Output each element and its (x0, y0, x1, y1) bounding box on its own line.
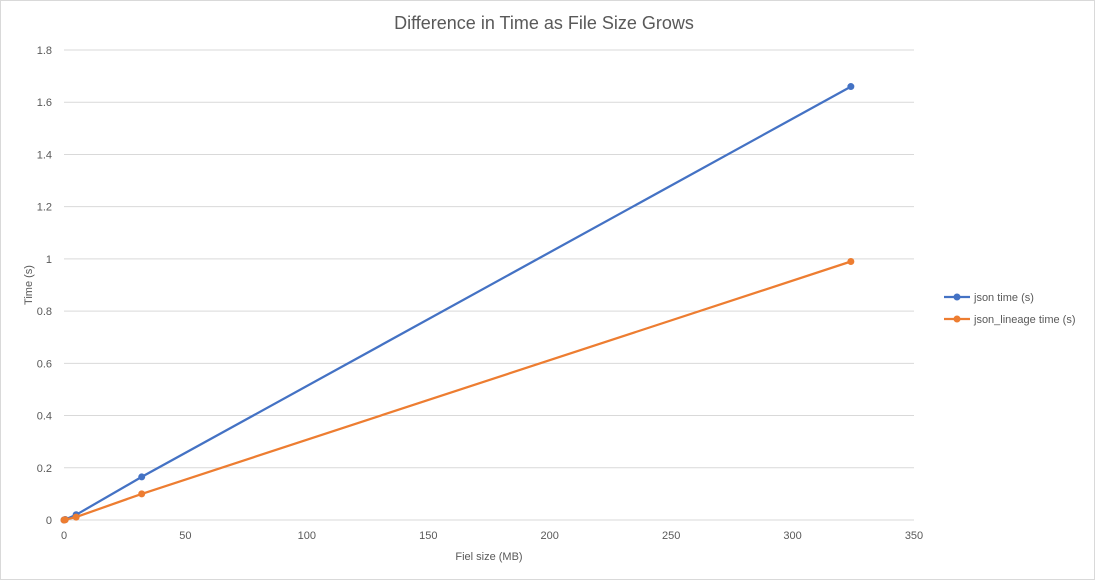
legend-item: json_lineage time (s) (944, 314, 1076, 326)
series-layer (60, 83, 855, 524)
y-tick-label: 0.8 (37, 306, 52, 318)
data-point (61, 516, 69, 524)
chart-title: Difference in Time as File Size Grows (394, 13, 694, 33)
y-axis-label: Time (s) (23, 265, 35, 305)
x-axis-label: Fiel size (MB) (455, 551, 522, 563)
legend-label: json time (s) (973, 292, 1034, 304)
y-tick-label: 0.6 (37, 358, 52, 370)
legend-item: json time (s) (944, 292, 1034, 304)
x-tick-label: 50 (179, 530, 191, 542)
x-axis-ticks: 0 50 100 150 200 250 300 350 (61, 530, 923, 542)
x-tick-label: 250 (662, 530, 680, 542)
series-line (63, 85, 852, 522)
data-point (138, 490, 146, 498)
legend-marker-icon (953, 293, 961, 301)
x-tick-label: 200 (541, 530, 559, 542)
x-tick-label: 300 (783, 530, 801, 542)
x-tick-label: 100 (298, 530, 316, 542)
data-point (847, 83, 855, 91)
y-tick-label: 0.4 (37, 411, 52, 423)
grid-lines (64, 49, 914, 469)
data-point (847, 258, 855, 265)
data-point (72, 513, 80, 521)
legend-marker-icon (953, 315, 961, 323)
series-line (63, 260, 852, 522)
x-tick-label: 0 (61, 530, 67, 542)
legend: json time (s) json_lineage time (s) (944, 292, 1076, 326)
y-tick-label: 1.4 (37, 149, 52, 161)
y-tick-label: 1 (46, 254, 52, 266)
y-tick-label: 1.2 (37, 202, 52, 214)
series-2 (60, 258, 855, 524)
y-axis-ticks: 0 0.2 0.4 0.6 0.8 1 1.2 1.4 1.6 1.8 (37, 45, 52, 527)
legend-label: json_lineage time (s) (973, 314, 1076, 326)
y-tick-label: 0 (46, 515, 52, 527)
y-tick-label: 1.8 (37, 45, 52, 57)
y-tick-label: 0.2 (37, 463, 52, 475)
data-point (138, 473, 146, 481)
series-1 (60, 83, 855, 524)
x-tick-label: 150 (419, 530, 437, 542)
x-tick-label: 350 (905, 530, 923, 542)
y-tick-label: 1.6 (37, 97, 52, 109)
